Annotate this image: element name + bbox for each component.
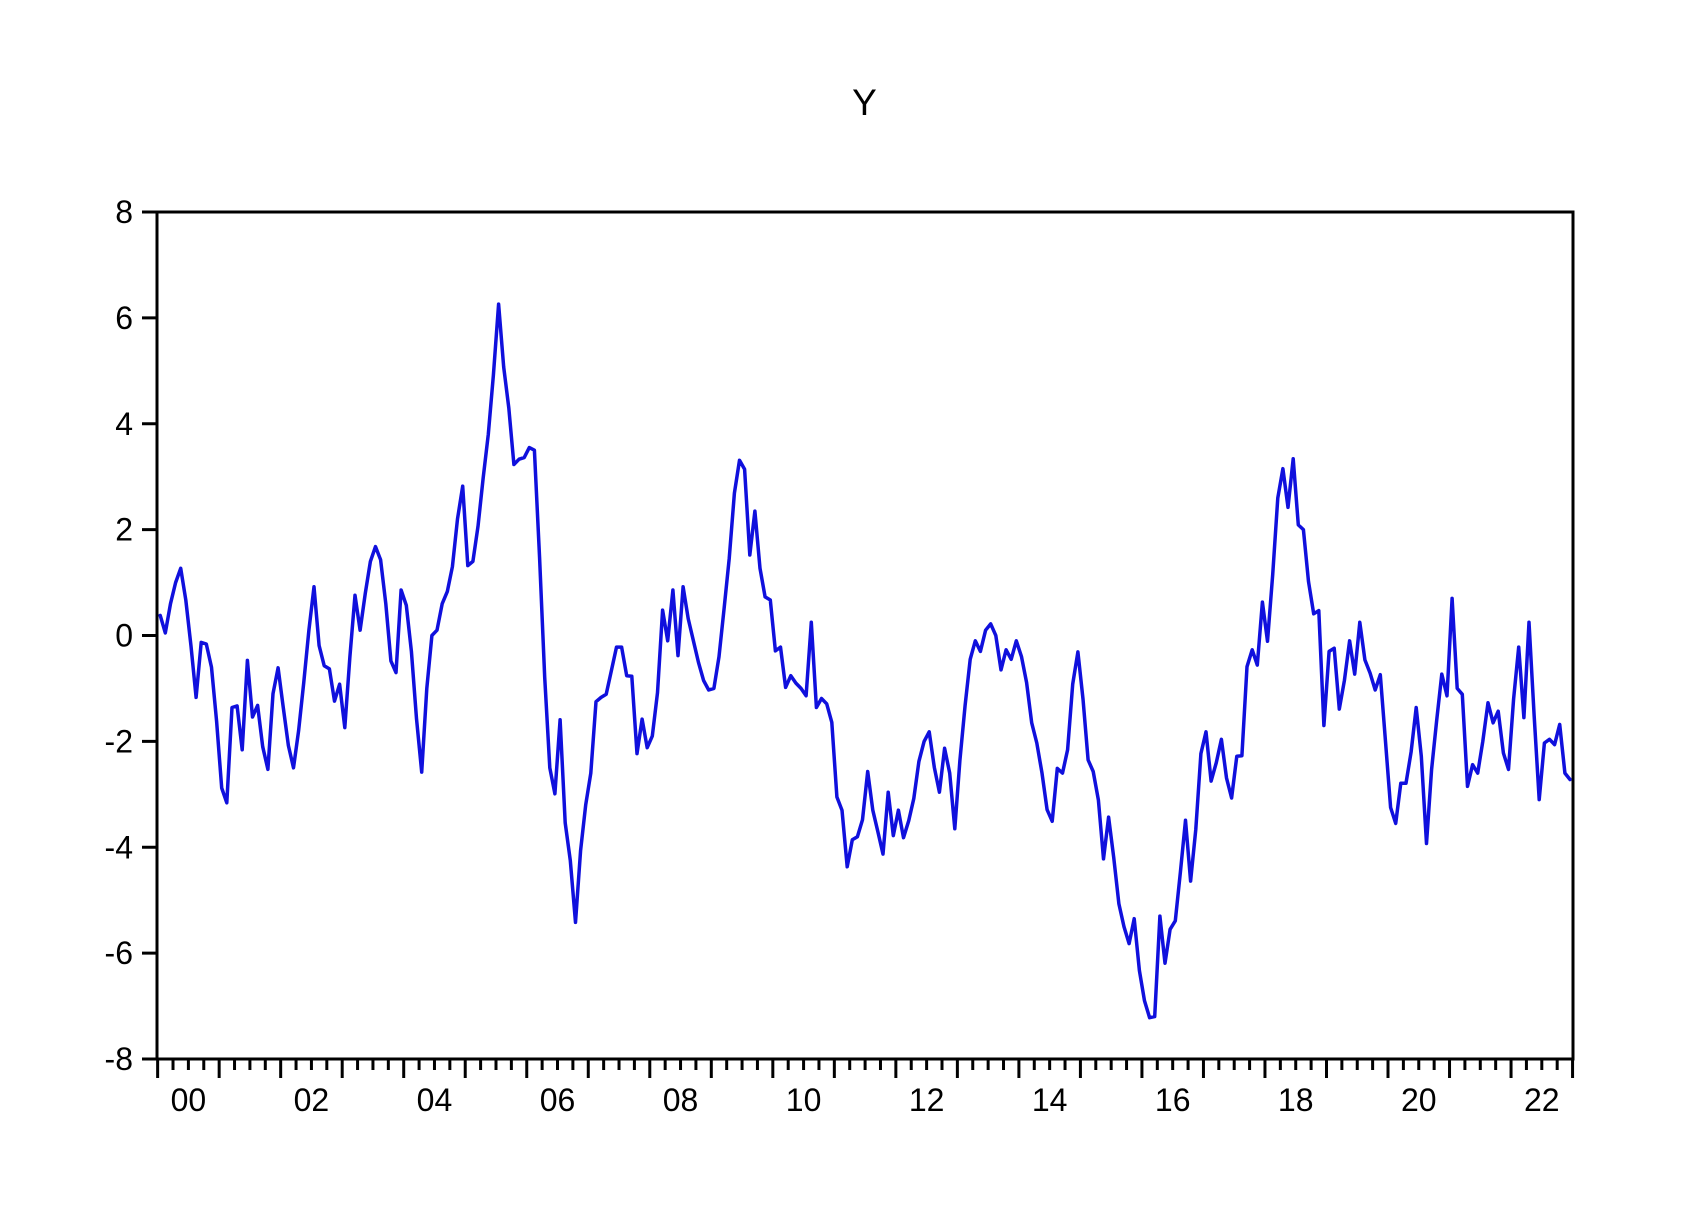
- x-axis-tick-label: 08: [663, 1082, 699, 1118]
- x-axis-tick-label: 00: [171, 1082, 207, 1118]
- x-axis-tick-label: 20: [1401, 1082, 1437, 1118]
- y-series-line: [158, 302, 1572, 1020]
- y-axis-tick-label: 2: [115, 512, 133, 548]
- y-axis-tick-label: -4: [105, 829, 133, 865]
- x-axis-tick-label: 18: [1278, 1082, 1314, 1118]
- x-axis-tick-label: 02: [294, 1082, 330, 1118]
- x-axis-tick-label: 06: [540, 1082, 576, 1118]
- x-axis-tick-label: 14: [1032, 1082, 1068, 1118]
- x-axis-tick-label: 12: [909, 1082, 945, 1118]
- x-axis-tick-label: 10: [786, 1082, 822, 1118]
- chart-title: Y: [852, 82, 878, 123]
- y-axis-tick-label: 0: [115, 618, 133, 654]
- x-axis-tick-label: 22: [1524, 1082, 1560, 1118]
- y-axis-tick-label: -6: [105, 935, 133, 971]
- y-axis-tick-label: 4: [115, 406, 133, 442]
- y-axis-tick-label: 6: [115, 300, 133, 336]
- y-axis-tick-label: -2: [105, 723, 133, 759]
- y-axis-tick-label: 8: [115, 194, 133, 230]
- x-axis-tick-label: 16: [1155, 1082, 1191, 1118]
- x-axis-tick-label: 04: [417, 1082, 453, 1118]
- y-axis-tick-label: -8: [105, 1041, 133, 1077]
